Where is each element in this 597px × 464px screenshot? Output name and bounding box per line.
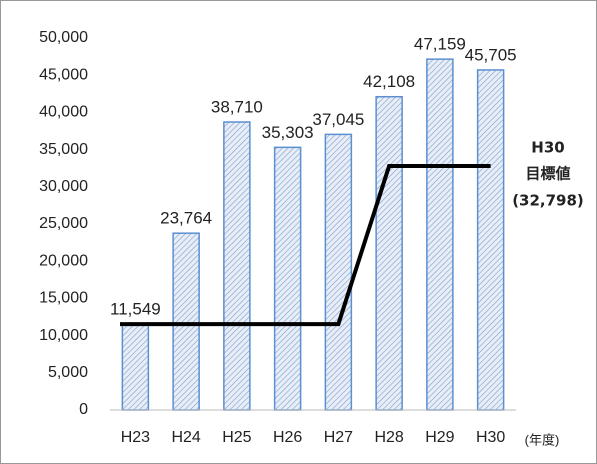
x-unit: (年度) [525, 432, 560, 447]
bar [324, 133, 353, 411]
value-label: 35,303 [262, 123, 314, 142]
bar [121, 323, 150, 411]
bar [172, 232, 200, 411]
value-label: 11,549 [110, 300, 161, 319]
y-tick-label: 25,000 [39, 215, 88, 232]
y-tick-label: 15,000 [39, 290, 88, 307]
x-tick-label: H26 [273, 429, 302, 446]
y-tick-label: 10,000 [39, 327, 88, 344]
bar [223, 121, 251, 411]
annotation: H30 [531, 139, 564, 157]
x-tick-label: H28 [374, 429, 403, 446]
value-label: 38,710 [211, 97, 263, 116]
x-tick-label: H27 [324, 429, 353, 446]
target-line [120, 163, 491, 327]
x-tick-label: H25 [222, 429, 251, 446]
annotation: 目標値 [525, 165, 570, 183]
value-label: 47,159 [414, 35, 466, 54]
annotation: (32,798) [512, 192, 584, 210]
bar [273, 146, 302, 411]
y-tick-label: 0 [79, 401, 88, 418]
y-tick-label: 30,000 [39, 178, 88, 195]
y-tick-label: 50,000 [39, 29, 88, 46]
bar [375, 95, 403, 411]
y-tick-label: 20,000 [39, 252, 88, 269]
bar [426, 58, 454, 411]
bar [476, 69, 505, 411]
y-tick-label: 35,000 [39, 141, 88, 158]
value-label: 23,764 [160, 209, 212, 228]
value-label: 37,045 [312, 110, 364, 129]
y-tick-label: 5,000 [48, 364, 88, 381]
value-label: 45,705 [465, 45, 517, 64]
x-tick-label: H29 [425, 429, 454, 446]
y-tick-label: 45,000 [39, 66, 88, 83]
value-label: 42,108 [363, 72, 415, 91]
y-tick-label: 40,000 [39, 104, 88, 121]
x-tick-label: H23 [121, 429, 150, 446]
x-tick-label: H24 [171, 429, 200, 446]
x-tick-label: H30 [476, 429, 505, 446]
